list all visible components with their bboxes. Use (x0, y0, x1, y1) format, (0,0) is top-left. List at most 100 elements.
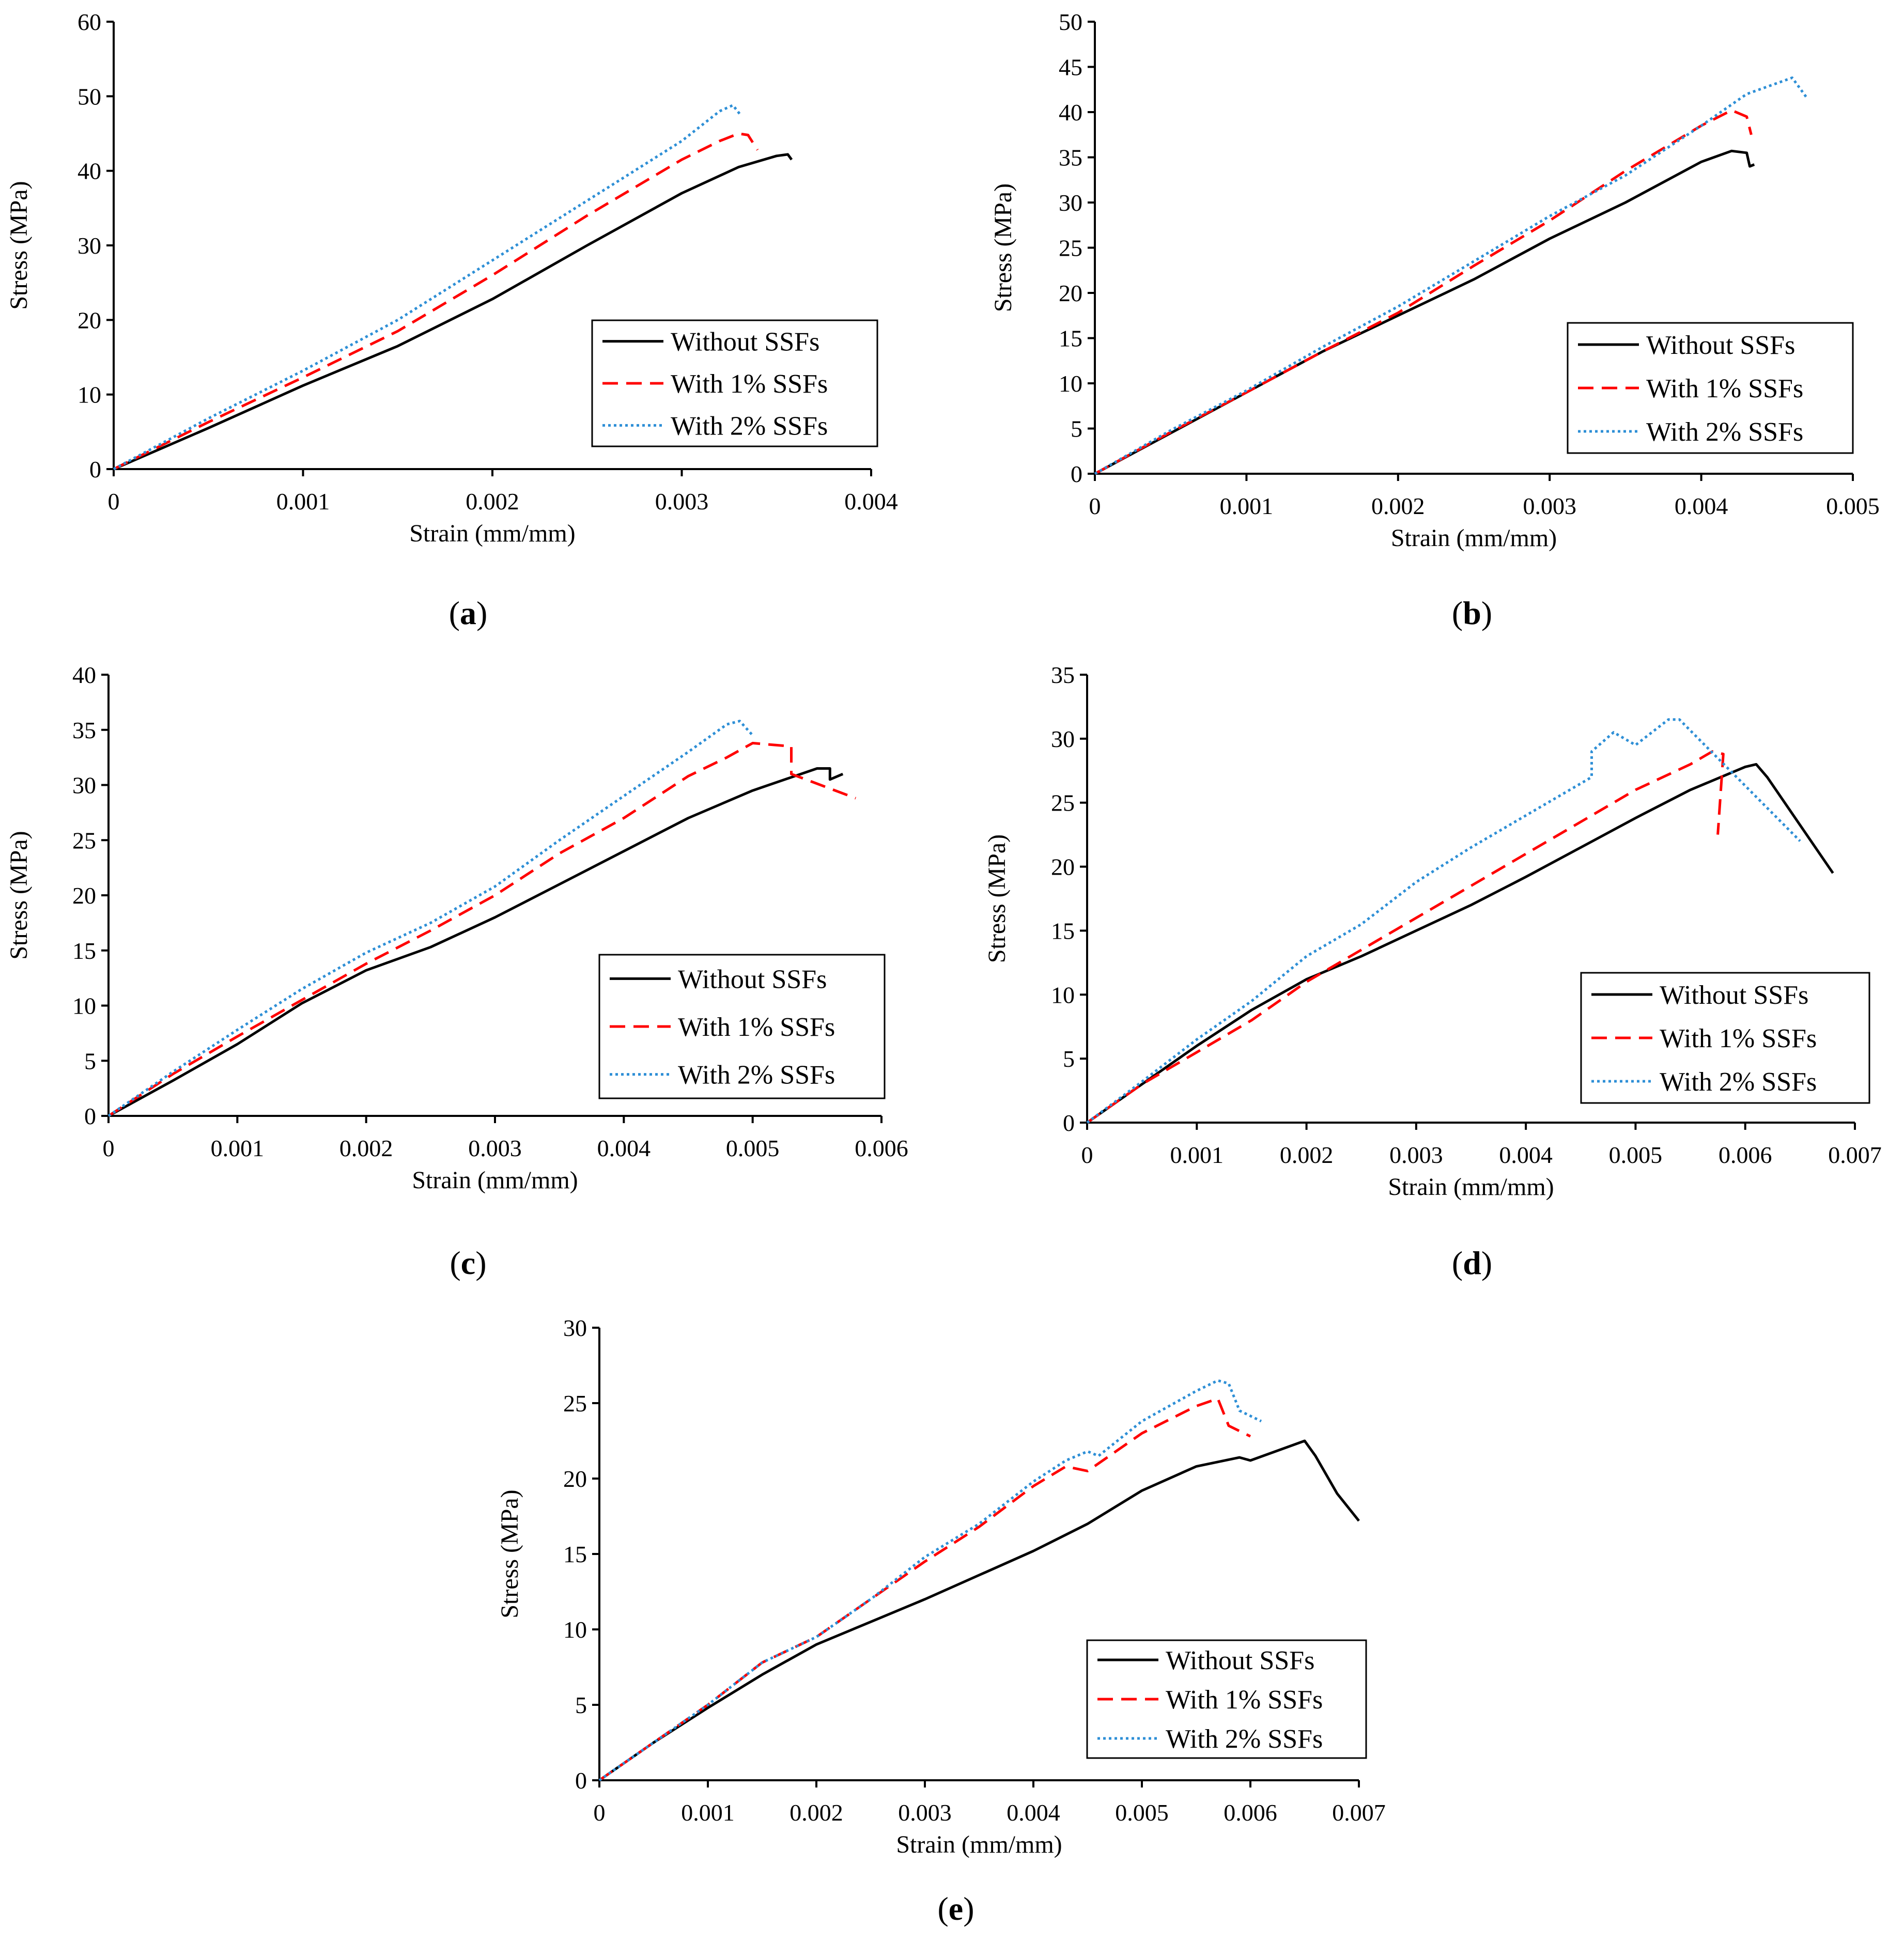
series-line-with-2-ssfs (113, 104, 742, 471)
y-tick-label: 20 (1059, 280, 1082, 306)
chart-panel-a: 0 10 20 30 40 50 60 0 0.001 0.002 0.003 0.004 Strain… (5, 9, 898, 631)
x-axis-title: Strain (mm/mm) (1388, 1173, 1554, 1201)
x-tick-label: 0.007 (1332, 1799, 1386, 1826)
y-tick-label: 40 (1059, 99, 1082, 126)
y-tick-label: 30 (563, 1315, 587, 1341)
legend: Without SSFs With 1% SSFs With 2% SSFs (598, 954, 886, 1099)
x-axis-title: Strain (mm/mm) (412, 1167, 578, 1194)
y-tick-label: 0 (575, 1767, 587, 1794)
y-tick-label: 5 (84, 1048, 96, 1074)
y-tick-label: 30 (78, 232, 101, 259)
x-tick-label: 0 (103, 1135, 115, 1161)
y-tick-label: 35 (1051, 662, 1075, 688)
y-tick-label: 0 (89, 456, 101, 483)
y-tick-label: 15 (1059, 325, 1082, 352)
panel-label: (b) (1452, 595, 1492, 631)
legend-entry: With 2% SSFs (671, 411, 828, 441)
y-tick-label: 10 (72, 993, 96, 1019)
y-tick-label: 30 (1059, 190, 1082, 216)
legend-entry: Without SSFs (1166, 1646, 1314, 1675)
x-tick-label: 0.002 (1371, 493, 1425, 519)
x-tick-label: 0.003 (655, 488, 709, 515)
series-line-with-1-ssfs (113, 132, 759, 471)
legend-entry: With 2% SSFs (1166, 1724, 1323, 1754)
legend: Without SSFs With 1% SSFs With 2% SSFs (591, 319, 878, 447)
series-line-without-ssfs (1086, 763, 1834, 1124)
legend: Without SSFs With 1% SSFs With 2% SSFs (1567, 322, 1854, 454)
y-tick-label: 15 (72, 938, 96, 964)
chart-panel-c: 0 5 10 15 20 25 30 35 40 0 0.001 0.002 0.003 0.004 0.0… (5, 662, 908, 1281)
panel-label: (a) (449, 595, 488, 631)
legend-entry: Without SSFs (1660, 981, 1808, 1010)
y-tick-label: 15 (563, 1541, 587, 1567)
y-tick-label: 20 (1051, 854, 1075, 880)
legend-entry: With 2% SSFs (1660, 1067, 1817, 1097)
series-line-with-2-ssfs (1094, 76, 1809, 475)
legend: Without SSFs With 1% SSFs With 2% SSFs (1580, 972, 1870, 1104)
y-axis-title: Stress (MPa) (989, 183, 1017, 312)
x-axis-title: Strain (mm/mm) (409, 520, 575, 547)
y-tick-label: 20 (563, 1466, 587, 1492)
x-tick-label: 0.005 (1115, 1799, 1169, 1826)
chart-panel-b: 0 5 10 15 20 25 30 35 40 45 50 0 0.001 0.002 0.003 0.00… (989, 9, 1880, 631)
y-tick-label: 25 (72, 827, 96, 853)
legend-entry: Without SSFs (1646, 331, 1795, 360)
x-tick-label: 0.003 (1523, 493, 1576, 519)
x-tick-label: 0.001 (1220, 493, 1274, 519)
legend-entry: With 1% SSFs (671, 369, 828, 399)
chart-panel-d: 0 5 10 15 20 25 30 35 0 0.001 0.002 0.003 0.004 0.005… (983, 662, 1882, 1281)
panel-label: (d) (1452, 1245, 1492, 1281)
panel-label: (e) (937, 1890, 974, 1927)
x-tick-label: 0.001 (681, 1799, 735, 1826)
x-tick-label: 0 (1089, 493, 1101, 519)
y-axis-title: Stress (MPa) (5, 181, 33, 309)
y-tick-label: 5 (1071, 416, 1082, 442)
x-tick-label: 0.002 (466, 488, 519, 515)
series-line-without-ssfs (598, 1439, 1360, 1782)
series-line-with-2-ssfs (1086, 718, 1801, 1124)
x-tick-label: 0.005 (1609, 1142, 1663, 1168)
legend: Without SSFs With 1% SSFs With 2% SSFs (1086, 1639, 1367, 1759)
series-line-with-2-ssfs (598, 1379, 1262, 1782)
legend-entry: With 1% SSFs (1166, 1685, 1323, 1715)
x-axis-title: Strain (mm/mm) (1391, 524, 1557, 552)
y-tick-label: 10 (563, 1616, 587, 1643)
x-tick-label: 0.006 (1224, 1799, 1277, 1826)
y-tick-label: 15 (1051, 918, 1075, 944)
y-tick-label: 40 (72, 662, 96, 688)
y-tick-label: 50 (1059, 9, 1082, 35)
y-tick-label: 20 (72, 882, 96, 909)
y-tick-label: 40 (78, 158, 101, 184)
x-tick-label: 0.005 (1826, 493, 1880, 519)
panel-label: (c) (450, 1245, 486, 1281)
x-tick-label: 0.004 (1675, 493, 1728, 519)
x-axis-title: Strain (mm/mm) (896, 1831, 1062, 1858)
y-tick-label: 30 (1051, 726, 1075, 752)
chart-panel-e: 0 5 10 15 20 25 30 0 0.001 0.002 0.003 0.004 0.005 0.… (496, 1315, 1386, 1927)
x-tick-label: 0.002 (1280, 1142, 1334, 1168)
legend-entry: With 1% SSFs (1660, 1024, 1817, 1053)
y-tick-label: 60 (78, 9, 101, 35)
series-line-with-2-ssfs (107, 720, 754, 1117)
x-tick-label: 0 (1081, 1142, 1093, 1168)
y-tick-label: 35 (72, 717, 96, 743)
y-tick-label: 0 (84, 1103, 96, 1129)
y-tick-label: 25 (563, 1390, 587, 1417)
x-tick-label: 0.004 (1007, 1799, 1060, 1826)
x-tick-label: 0.001 (211, 1135, 265, 1161)
x-tick-label: 0.004 (844, 488, 898, 515)
y-tick-label: 10 (1059, 370, 1082, 397)
y-tick-label: 25 (1059, 235, 1082, 261)
x-tick-label: 0.004 (597, 1135, 651, 1161)
y-tick-label: 50 (78, 83, 101, 110)
x-tick-label: 0.001 (1170, 1142, 1224, 1168)
legend-entry: Without SSFs (678, 965, 827, 994)
y-tick-label: 0 (1071, 461, 1082, 487)
y-axis-title: Stress (MPa) (496, 1489, 523, 1618)
x-tick-label: 0.006 (855, 1135, 908, 1161)
y-tick-label: 45 (1059, 54, 1082, 81)
legend-entry: With 2% SSFs (678, 1061, 835, 1090)
y-tick-label: 35 (1059, 145, 1082, 171)
y-tick-label: 5 (1063, 1046, 1075, 1072)
